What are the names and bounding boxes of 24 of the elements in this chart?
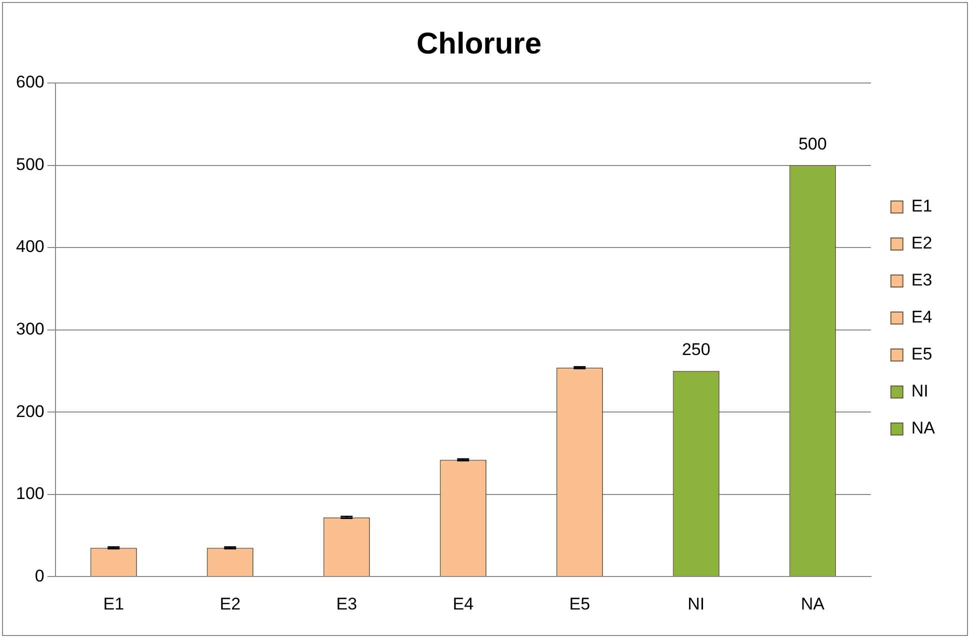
- x-tick-label: E4: [452, 594, 474, 614]
- chart-title: Chlorure: [416, 27, 542, 60]
- legend-label: E5: [911, 344, 932, 364]
- x-tick-label: NA: [800, 594, 826, 614]
- y-tick-label: 0: [34, 566, 44, 586]
- x-tick-label: E1: [103, 594, 124, 614]
- y-tick-label: 300: [16, 319, 44, 338]
- y-tick-label: 200: [16, 402, 44, 421]
- y-tick-label: 400: [16, 237, 44, 256]
- x-tick-label: E3: [336, 594, 358, 614]
- legend-label: E3: [911, 270, 932, 290]
- legend-label: NI: [911, 382, 928, 401]
- data-label: 500: [798, 134, 827, 154]
- y-tick-label: 100: [16, 484, 44, 504]
- legend-label: E2: [911, 234, 932, 253]
- x-tick-label: E5: [569, 594, 590, 614]
- legend-label: E4: [911, 308, 932, 327]
- data-label: 250: [682, 340, 710, 360]
- y-tick-label: 500: [16, 154, 44, 174]
- legend-label: NA: [911, 418, 936, 438]
- x-tick-label: E2: [220, 594, 241, 614]
- y-tick-label: 600: [16, 72, 44, 92]
- legend-label: E1: [911, 196, 932, 216]
- x-tick-label: NI: [688, 594, 705, 614]
